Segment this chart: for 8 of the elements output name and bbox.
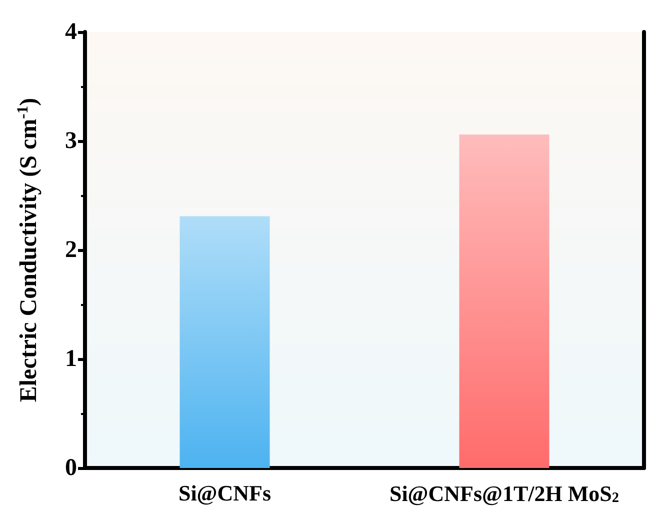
y-tick-label: 0 bbox=[65, 455, 77, 481]
y-tick-label: 4 bbox=[65, 19, 77, 45]
y-tick-label: 1 bbox=[65, 346, 77, 372]
x-tick-label: Si@CNFs bbox=[178, 480, 272, 506]
x-tick-label: Si@CNFs@1T/2H MoS2 bbox=[389, 480, 620, 506]
y-tick-label: 3 bbox=[65, 128, 77, 154]
y-tick-label: 2 bbox=[65, 237, 77, 263]
y-axis-title: Electric Conductivity (S cm-1) bbox=[14, 98, 42, 402]
